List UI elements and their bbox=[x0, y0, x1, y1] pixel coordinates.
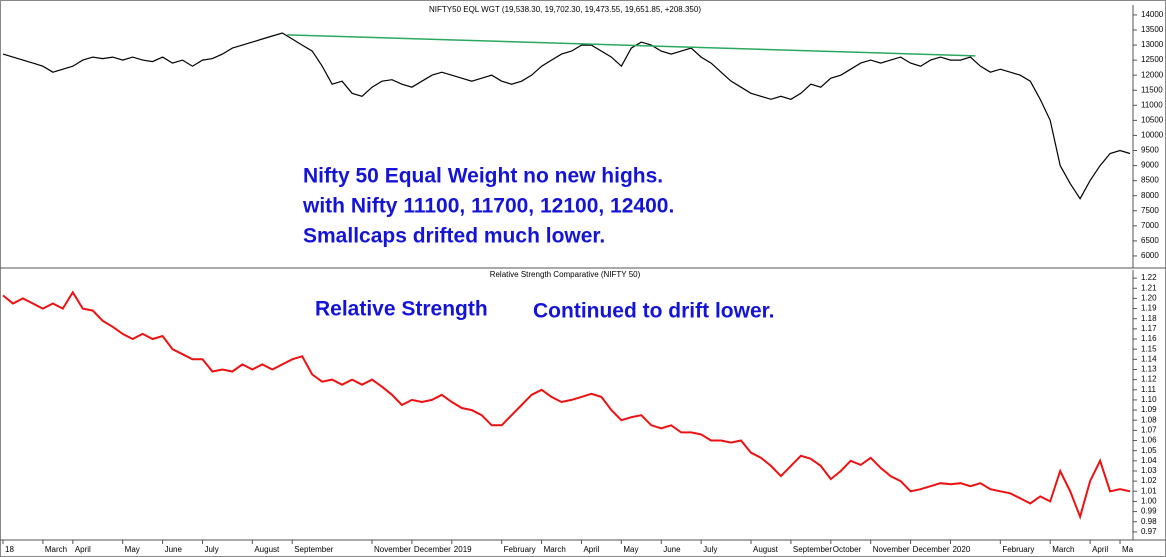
y-tick-label: 10000 bbox=[1141, 131, 1164, 140]
y-tick-label: 13500 bbox=[1141, 25, 1164, 34]
x-tick-label: February bbox=[504, 545, 536, 554]
y-tick-label: 1.00 bbox=[1141, 497, 1157, 506]
y-tick-label: 1.09 bbox=[1141, 405, 1157, 414]
x-tick-label: August bbox=[753, 545, 779, 554]
x-tick-label: July bbox=[204, 545, 218, 554]
y-tick-label: 1.01 bbox=[1141, 486, 1157, 495]
y-tick-label: 1.03 bbox=[1141, 466, 1157, 475]
x-tick-label: November bbox=[374, 545, 411, 554]
y-tick-label: 1.15 bbox=[1141, 344, 1157, 353]
y-tick-label: 1.07 bbox=[1141, 425, 1157, 434]
x-tick-label: May bbox=[623, 545, 638, 554]
y-tick-label: 6000 bbox=[1141, 251, 1159, 260]
y-tick-label: 1.21 bbox=[1141, 283, 1157, 292]
y-tick-label: 11500 bbox=[1141, 85, 1163, 94]
y-tick-label: 1.20 bbox=[1141, 294, 1157, 303]
y-tick-label: 8500 bbox=[1141, 176, 1159, 185]
x-tick-label: December bbox=[913, 545, 950, 554]
y-tick-label: 1.05 bbox=[1141, 446, 1157, 455]
y-tick-label: 9500 bbox=[1141, 146, 1159, 155]
x-tick-label: May bbox=[125, 545, 140, 554]
y-tick-label: 12000 bbox=[1141, 70, 1164, 79]
x-tick-label: November bbox=[873, 545, 910, 554]
x-tick-label: September bbox=[294, 545, 333, 554]
y-tick-label: 1.19 bbox=[1141, 304, 1157, 313]
annotation: Nifty 50 Equal Weight no new highs. bbox=[303, 165, 663, 188]
series-line bbox=[2, 32, 1131, 200]
y-tick-label: 1.16 bbox=[1141, 334, 1157, 343]
y-tick-label: 10500 bbox=[1141, 115, 1164, 124]
x-tick-label: March bbox=[544, 545, 566, 554]
y-tick-label: 6500 bbox=[1141, 236, 1159, 245]
x-tick-label: 2020 bbox=[952, 545, 970, 554]
x-tick-label: 2019 bbox=[454, 545, 472, 554]
panel-title: Relative Strength Comparative (NIFTY 50) bbox=[490, 270, 641, 279]
y-tick-label: 0.97 bbox=[1141, 527, 1157, 536]
x-tick-label: April bbox=[1092, 545, 1108, 554]
x-tick-label: Ma bbox=[1122, 545, 1134, 554]
panel-title: NIFTY50 EQL WGT (19,538.30, 19,702.30, 1… bbox=[429, 5, 701, 14]
x-tick-label: September bbox=[793, 545, 832, 554]
x-tick-label: August bbox=[254, 545, 280, 554]
annotation: with Nifty 11100, 11700, 12100, 12400. bbox=[302, 195, 674, 218]
y-tick-label: 1.11 bbox=[1141, 385, 1157, 394]
x-tick-label: December bbox=[414, 545, 451, 554]
x-tick-label: July bbox=[703, 545, 717, 554]
y-tick-label: 1.10 bbox=[1141, 395, 1157, 404]
y-tick-label: 0.99 bbox=[1141, 507, 1157, 516]
x-tick-label: 18 bbox=[5, 545, 14, 554]
y-tick-label: 1.13 bbox=[1141, 365, 1157, 374]
y-tick-label: 1.12 bbox=[1141, 375, 1157, 384]
x-tick-label: April bbox=[75, 545, 91, 554]
y-tick-label: 8000 bbox=[1141, 191, 1159, 200]
y-tick-label: 7500 bbox=[1141, 206, 1159, 215]
annotation: Smallcaps drifted much lower. bbox=[303, 225, 605, 248]
annotation: Relative Strength bbox=[315, 298, 488, 321]
y-tick-label: 13000 bbox=[1141, 40, 1164, 49]
x-tick-label: June bbox=[663, 545, 681, 554]
y-tick-label: 1.06 bbox=[1141, 436, 1157, 445]
x-tick-label: February bbox=[1002, 545, 1034, 554]
x-tick-label: March bbox=[1052, 545, 1074, 554]
trend-line bbox=[287, 34, 976, 57]
y-tick-label: 1.17 bbox=[1141, 324, 1157, 333]
y-tick-label: 1.08 bbox=[1141, 415, 1157, 424]
y-tick-label: 1.22 bbox=[1141, 273, 1157, 282]
x-tick-label: March bbox=[45, 545, 67, 554]
y-tick-label: 14000 bbox=[1141, 10, 1164, 19]
annotation: Continued to drift lower. bbox=[533, 300, 774, 323]
y-tick-label: 11000 bbox=[1141, 100, 1163, 109]
y-tick-label: 1.04 bbox=[1141, 456, 1157, 465]
y-tick-label: 9000 bbox=[1141, 161, 1159, 170]
y-tick-label: 1.14 bbox=[1141, 354, 1157, 363]
y-tick-label: 7000 bbox=[1141, 221, 1159, 230]
x-tick-label: June bbox=[165, 545, 183, 554]
series-line bbox=[2, 290, 1131, 520]
y-tick-label: 1.18 bbox=[1141, 314, 1157, 323]
y-tick-label: 0.98 bbox=[1141, 517, 1157, 526]
x-tick-label: October bbox=[833, 545, 862, 554]
x-tick-label: April bbox=[583, 545, 599, 554]
y-tick-label: 1.02 bbox=[1141, 476, 1157, 485]
y-tick-label: 12500 bbox=[1141, 55, 1164, 64]
